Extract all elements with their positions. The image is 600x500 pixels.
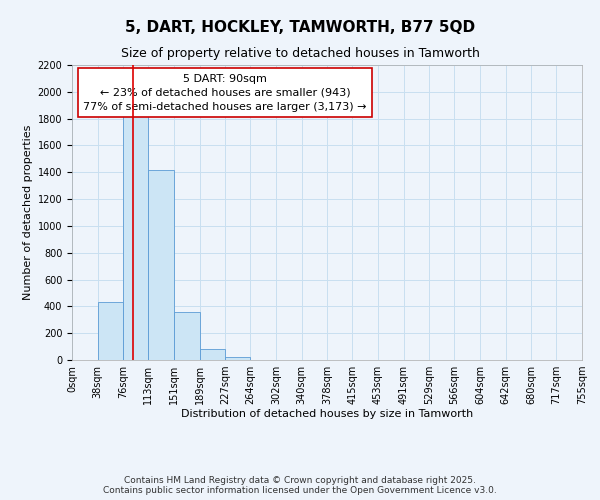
Text: Size of property relative to detached houses in Tamworth: Size of property relative to detached ho… bbox=[121, 48, 479, 60]
Bar bbox=[200, 350, 226, 360]
Bar bbox=[226, 356, 250, 360]
Y-axis label: Number of detached properties: Number of detached properties bbox=[23, 125, 34, 300]
Bar bbox=[124, 114, 148, 360]
Bar bbox=[98, 302, 124, 360]
X-axis label: Distribution of detached houses by size in Tamworth: Distribution of detached houses by size … bbox=[181, 408, 473, 418]
Text: Contains HM Land Registry data © Crown copyright and database right 2025.
Contai: Contains HM Land Registry data © Crown c… bbox=[103, 476, 497, 495]
Text: 5 DART: 90sqm
← 23% of detached houses are smaller (943)
77% of semi-detached ho: 5 DART: 90sqm ← 23% of detached houses a… bbox=[83, 74, 367, 112]
Bar bbox=[174, 312, 200, 360]
Text: 5, DART, HOCKLEY, TAMWORTH, B77 5QD: 5, DART, HOCKLEY, TAMWORTH, B77 5QD bbox=[125, 20, 475, 35]
Bar bbox=[148, 170, 174, 360]
